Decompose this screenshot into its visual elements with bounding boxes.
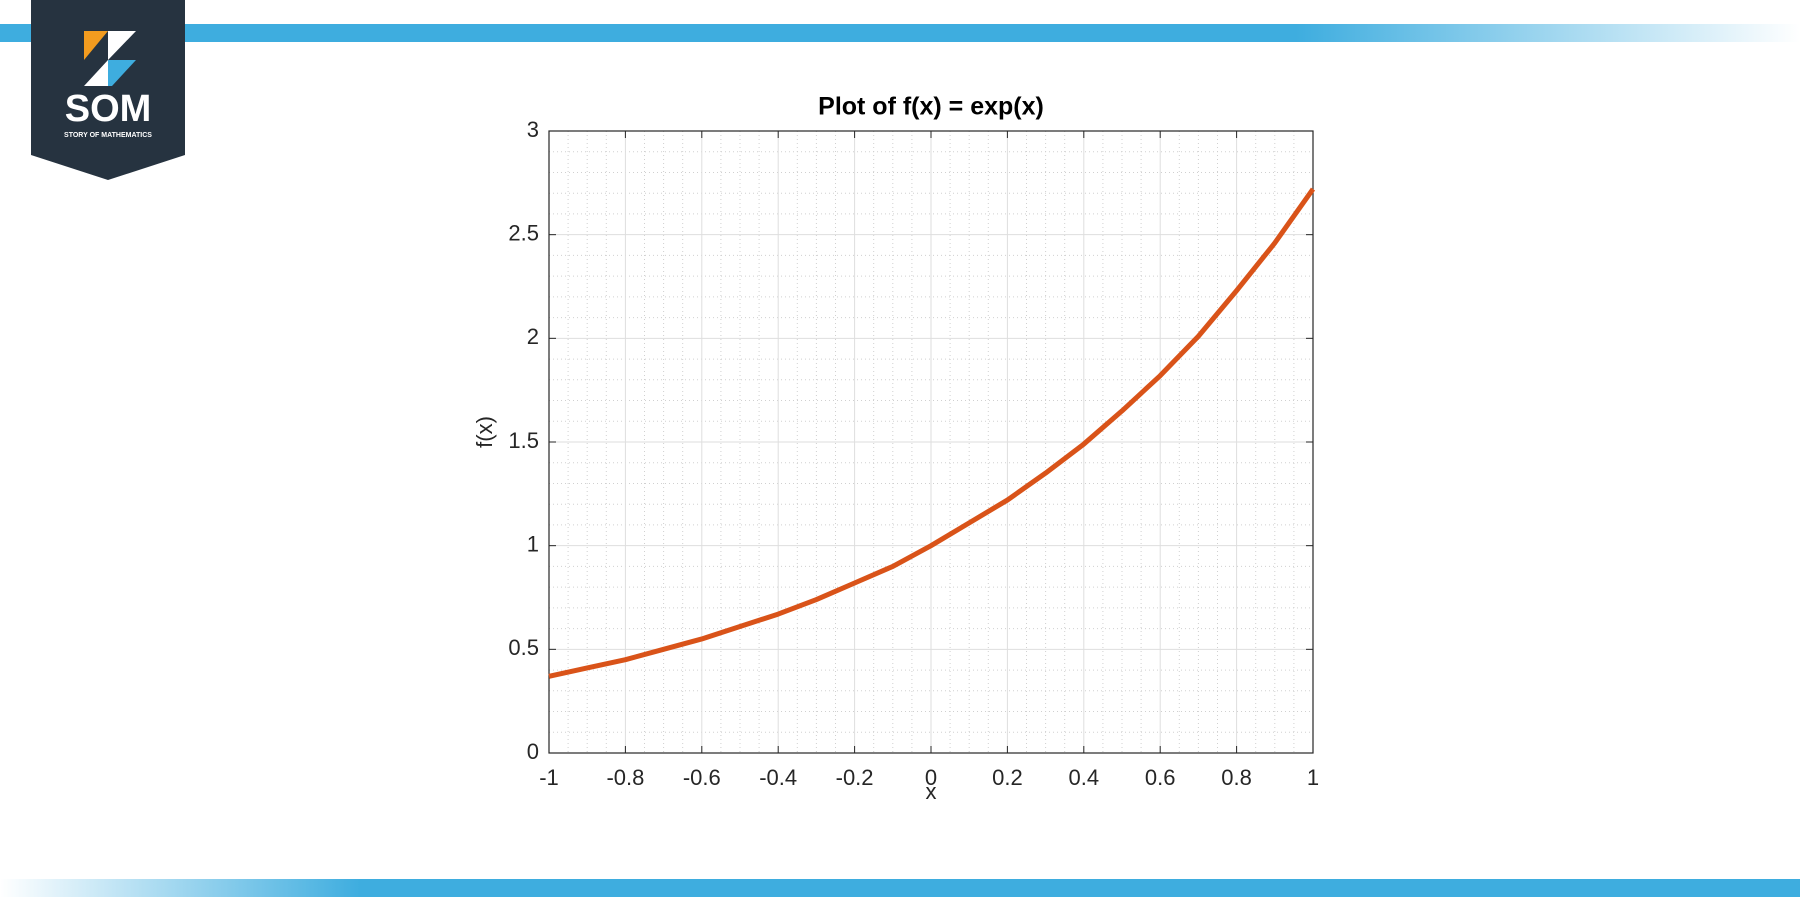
x-tick-label: 1 <box>1307 765 1319 790</box>
x-tick-label: -0.6 <box>683 765 721 790</box>
bottom-band <box>0 879 1800 897</box>
x-tick-label: -0.8 <box>606 765 644 790</box>
logo-shape <box>108 60 136 86</box>
logo-shape <box>84 31 108 60</box>
logo-tagline: STORY OF MATHEMATICS <box>64 132 152 139</box>
axes-box <box>548 130 1314 754</box>
y-tick-label: 1 <box>527 531 539 556</box>
x-tick-label: -1 <box>539 765 559 790</box>
y-tick-label: 2.5 <box>508 220 539 245</box>
y-tick-label: 1.5 <box>508 428 539 453</box>
x-tick-label: 0.2 <box>992 765 1023 790</box>
logo-shape <box>84 60 108 86</box>
logo-text: SOM <box>65 88 152 130</box>
x-tick-label: -0.2 <box>836 765 874 790</box>
y-tick-label: 2 <box>527 324 539 349</box>
x-tick-label: 0.4 <box>1069 765 1100 790</box>
logo-badge <box>31 0 185 180</box>
y-axis-label: f(x) <box>472 416 497 448</box>
y-tick-label: 0.5 <box>508 635 539 660</box>
logo-shape <box>108 31 136 60</box>
top-band <box>0 24 1800 42</box>
line <box>548 187 1316 679</box>
x-axis-label: x <box>926 779 937 804</box>
logo: SOM STORY OF MATHEMATICS <box>31 0 185 180</box>
x-tick-label: 0.8 <box>1221 765 1252 790</box>
y-tick-label: 0 <box>527 739 539 764</box>
x-tick-label: 0.6 <box>1145 765 1176 790</box>
x-tick-label: -0.4 <box>759 765 797 790</box>
y-tick-label: 3 <box>527 117 539 142</box>
chart-title: Plot of f(x) = exp(x) <box>818 93 1044 121</box>
x-tick-label: 0 <box>925 765 937 790</box>
